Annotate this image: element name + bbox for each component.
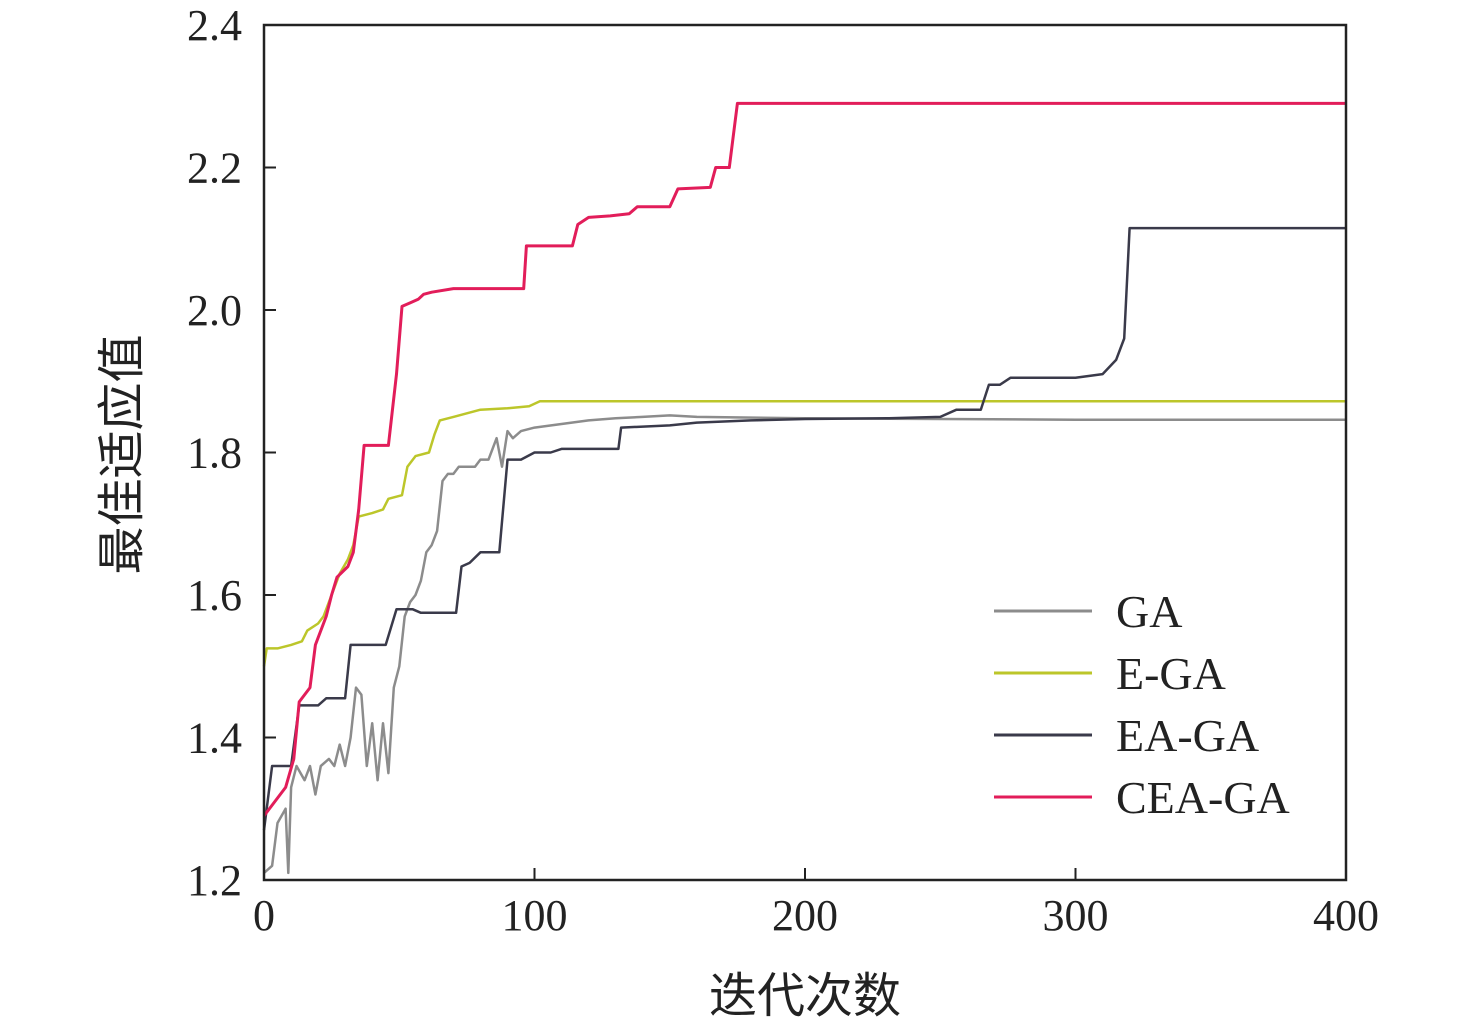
legend-label-cea-ga: CEA-GA — [1116, 772, 1290, 823]
y-tick-label: 2.2 — [187, 144, 242, 193]
legend-label-ga: GA — [1116, 586, 1182, 637]
y-tick-label: 2.0 — [187, 286, 242, 335]
y-tick-label: 1.2 — [187, 856, 242, 905]
x-tick-label: 300 — [1043, 891, 1109, 940]
series-line-ga — [263, 414, 1346, 875]
y-axis-label: 最佳适应值 — [94, 334, 150, 574]
legend: GA E-GA EA-GA CEA-GA — [994, 586, 1290, 823]
y-tick-label: 1.6 — [187, 571, 242, 620]
legend-label-e-ga: E-GA — [1116, 648, 1226, 699]
x-tick-label: 400 — [1313, 891, 1379, 940]
legend-label-ea-ga: EA-GA — [1116, 710, 1259, 761]
x-tick-label: 0 — [253, 891, 275, 940]
series-line-ea-ga — [262, 226, 1346, 831]
x-axis-label: 迭代次数 — [709, 968, 901, 1024]
series-layer — [262, 101, 1346, 875]
x-tick-label: 100 — [502, 891, 568, 940]
y-tick-label: 1.8 — [187, 429, 242, 478]
x-tick-label: 200 — [772, 891, 838, 940]
axis-ticks — [263, 24, 1347, 881]
tick-labels: 0 100 200 300 400 1.2 1.4 1.6 1.8 2.0 2.2 2.4 — [187, 1, 1379, 940]
series-line-cea-ga — [262, 101, 1346, 817]
series-line-e-ga — [262, 399, 1346, 667]
y-tick-label: 2.4 — [187, 1, 242, 50]
y-tick-label: 1.4 — [187, 714, 242, 763]
